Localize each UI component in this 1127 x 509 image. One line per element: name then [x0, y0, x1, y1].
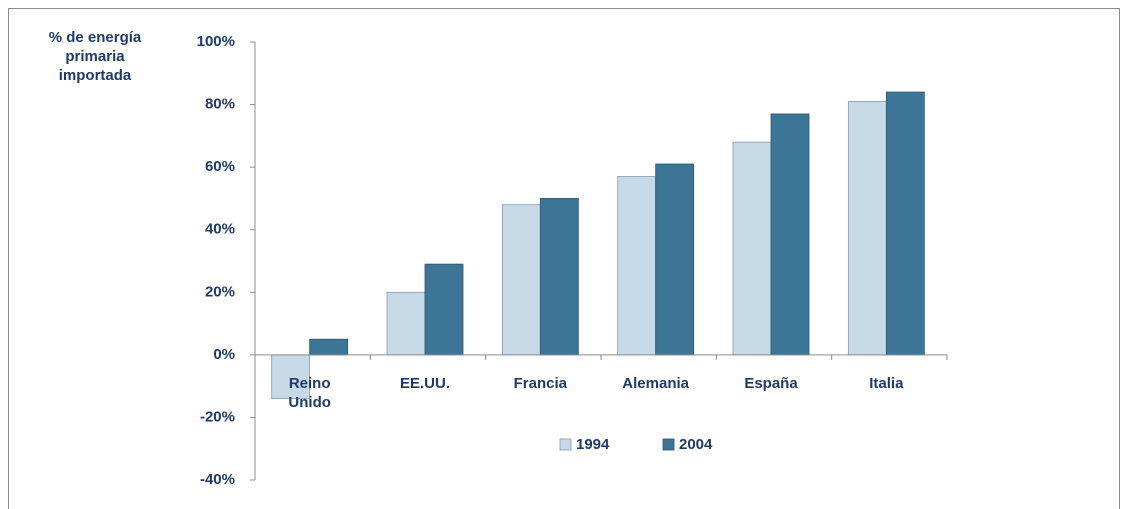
bar	[424, 263, 464, 356]
bar	[501, 204, 541, 356]
bar	[770, 113, 810, 356]
x-tick-label: Reino Unido	[288, 374, 331, 411]
y-tick-label: 100%	[197, 33, 235, 50]
bar	[617, 176, 657, 356]
y-tick-label: 80%	[205, 96, 235, 113]
legend-swatch	[559, 438, 572, 451]
bar	[655, 163, 695, 356]
bar	[386, 291, 426, 356]
x-tick-label: Francia	[513, 374, 567, 392]
legend-label: 1994	[576, 436, 610, 453]
y-axis-title: % de energía primaria importada	[48, 29, 142, 84]
y-tick-label: 40%	[205, 221, 235, 238]
x-tick-label: EE.UU.	[399, 374, 450, 392]
legend-label: 2004	[679, 436, 713, 453]
bar	[885, 91, 925, 356]
x-tick-label: Alemania	[622, 374, 689, 392]
y-tick-label: -20%	[200, 408, 235, 425]
bar	[847, 101, 887, 356]
y-tick-label: 0%	[213, 346, 235, 363]
y-tick-label: 20%	[205, 283, 235, 300]
bar	[732, 141, 772, 356]
y-tick-label: 60%	[205, 158, 235, 175]
x-tick-label: Italia	[869, 374, 904, 392]
y-tick-label: -40%	[200, 471, 235, 488]
legend-swatch	[662, 438, 675, 451]
bar	[539, 198, 579, 356]
x-tick-label: España	[744, 374, 798, 392]
bar	[309, 338, 349, 356]
frame	[8, 8, 1120, 509]
